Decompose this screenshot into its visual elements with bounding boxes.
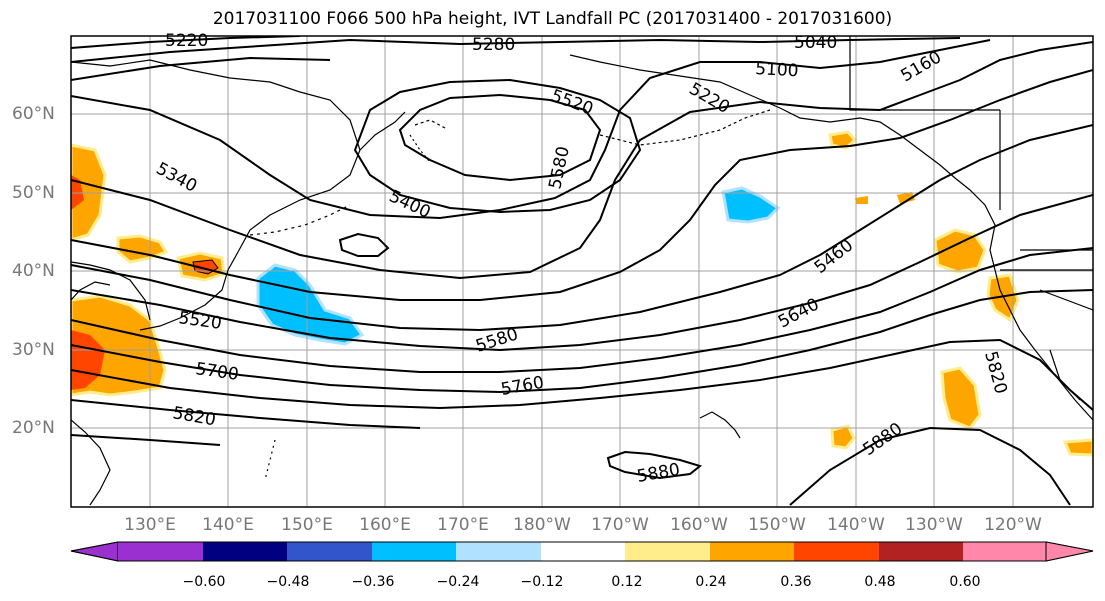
lon-label: 160°E	[359, 515, 411, 535]
colorbar-tick-label: 0.24	[695, 574, 727, 590]
colorbar-segment	[963, 542, 1046, 561]
contour-label: 5280	[472, 35, 515, 55]
lon-label: 180°W	[513, 515, 571, 535]
lon-label: 140°W	[827, 515, 885, 535]
colorbar-segment	[625, 542, 710, 561]
ivt-shading	[71, 130, 1093, 457]
colorbar-segment	[203, 542, 287, 561]
colorbar-tick-label: −0.12	[520, 574, 564, 590]
colorbar-tick-label: −0.36	[351, 574, 395, 590]
lon-label: 150°W	[748, 515, 806, 535]
lon-label: 130°E	[124, 515, 176, 535]
lon-label: 150°E	[281, 515, 333, 535]
colorbar-segment	[541, 542, 625, 561]
colorbar-tick-label: −0.60	[182, 574, 226, 590]
colorbar-tick-label: 0.60	[949, 574, 981, 590]
colorbar-right-arrow	[1045, 541, 1094, 562]
contour-label: 5040	[794, 33, 837, 53]
colorbar-segment	[794, 542, 879, 561]
map-border	[70, 35, 1094, 508]
lon-label: 170°E	[437, 515, 489, 535]
height-contours	[71, 36, 1093, 506]
contour-label: 5100	[755, 59, 799, 81]
colorbar-segment	[879, 542, 963, 561]
lat-label: 40°N	[12, 261, 55, 281]
lon-label: 130°W	[905, 515, 963, 535]
colorbar-segment	[456, 542, 541, 561]
lat-label: 20°N	[12, 418, 55, 438]
lon-label: 170°W	[591, 515, 649, 535]
colorbar-left-arrow	[70, 541, 119, 562]
colorbar-segment	[287, 542, 372, 561]
lon-label: 120°W	[984, 515, 1042, 535]
colorbar-segments	[70, 541, 1094, 562]
contour-label: 5220	[165, 31, 208, 51]
lon-label: 140°E	[202, 515, 254, 535]
colorbar-tick-label: 0.36	[780, 574, 812, 590]
lon-label: 160°W	[670, 515, 728, 535]
map-title: 2017031100 F066 500 hPa height, IVT Land…	[212, 9, 893, 29]
contour-labels: 5220 5280 5040 5100 5160 5220 5520 5580 …	[153, 31, 1011, 487]
lat-label: 60°N	[12, 104, 55, 124]
colorbar-tick-label: 0.12	[611, 574, 643, 590]
colorbar-tick-label: −0.48	[266, 574, 310, 590]
lat-label: 30°N	[12, 340, 55, 360]
colorbar-tick-label: 0.48	[864, 574, 896, 590]
colorbar	[70, 541, 1094, 562]
colorbar-segment	[372, 542, 456, 561]
colorbar-segment	[118, 542, 203, 561]
colorbar-segment	[710, 542, 794, 561]
colorbar-tick-label: −0.24	[436, 574, 480, 590]
lat-label: 50°N	[12, 183, 55, 203]
graticule	[71, 36, 1093, 507]
